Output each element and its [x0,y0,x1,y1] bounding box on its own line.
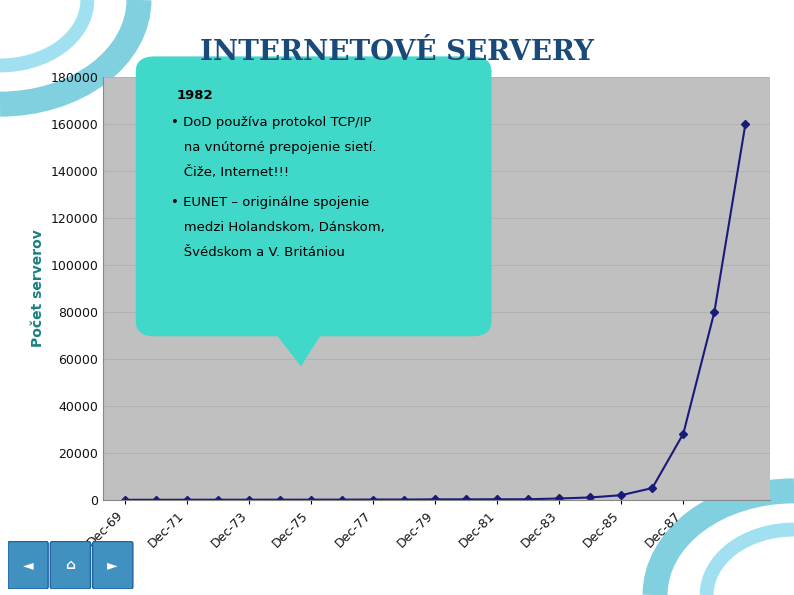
FancyBboxPatch shape [50,541,91,589]
Text: ⌂: ⌂ [65,558,75,572]
Text: • EUNET – originálne spojenie: • EUNET – originálne spojenie [171,196,369,209]
Text: • DoD používa protokol TCP/IP: • DoD používa protokol TCP/IP [171,117,371,129]
Text: INTERNETOVÉ SERVERY: INTERNETOVÉ SERVERY [200,39,594,65]
FancyBboxPatch shape [8,541,48,589]
Text: 1982: 1982 [177,89,214,102]
Text: ◄: ◄ [22,558,33,572]
Polygon shape [266,321,330,367]
FancyBboxPatch shape [136,57,491,336]
Text: medzi Holandskom, Dánskom,: medzi Holandskom, Dánskom, [171,221,384,234]
Text: Čiže, Internet!!!: Čiže, Internet!!! [171,167,289,179]
Text: na vnútorné prepojenie sietí.: na vnútorné prepojenie sietí. [171,142,376,154]
FancyBboxPatch shape [93,541,133,589]
Text: Švédskom a V. Britániou: Švédskom a V. Britániou [171,246,345,259]
Text: ►: ► [107,558,118,572]
Y-axis label: Počet serverov: Počet serverov [31,230,45,347]
